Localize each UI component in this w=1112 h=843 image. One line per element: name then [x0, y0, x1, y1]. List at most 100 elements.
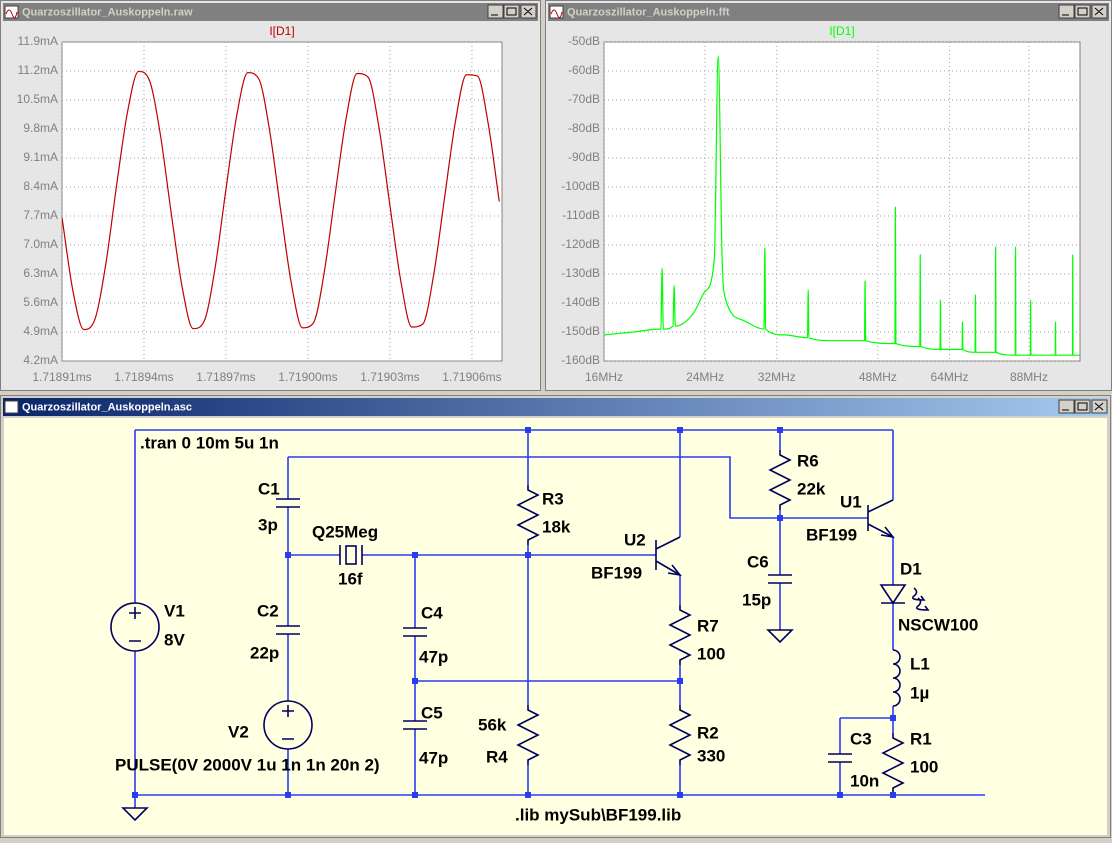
- button-glyphs: [1062, 7, 1104, 16]
- component-name: R4: [486, 747, 508, 766]
- component-value: 16f: [338, 569, 363, 588]
- component-value: 47p: [419, 647, 448, 666]
- window-title: Quarzoszillator_Auskoppeln.fft: [567, 6, 730, 18]
- y-tick-label: -60dB: [568, 63, 600, 77]
- component-value: 56k: [478, 715, 507, 734]
- y-tick-label: 11.9mA: [18, 34, 58, 48]
- component-value: 8V: [164, 630, 185, 649]
- sim-directive: .tran 0 10m 5u 1n: [140, 433, 279, 452]
- icon-trace: [550, 9, 563, 18]
- component-name: U2: [624, 530, 646, 549]
- y-tick-label: 5.6mA: [23, 295, 58, 309]
- x-tick-label: 1.71897ms: [196, 370, 255, 384]
- component-name: U1: [840, 492, 862, 511]
- x-tick-label: 1.71906ms: [442, 370, 501, 384]
- x-tick-label: 64MHz: [931, 370, 969, 384]
- maximize-button[interactable]: [1074, 4, 1091, 19]
- y-tick-label: -110dB: [562, 208, 600, 222]
- component-name: R6: [797, 451, 819, 470]
- schematic-window: Quarzoszillator_Auskoppeln.asc: [0, 395, 1111, 838]
- y-tick-label: -80dB: [568, 121, 600, 135]
- plot-area: [61, 41, 503, 362]
- component-name: V1: [164, 601, 185, 620]
- symbols: [110, 450, 930, 822]
- x-tick-label: 88MHz: [1010, 370, 1048, 384]
- x-tick-label: 48MHz: [859, 370, 897, 384]
- y-tick-label: 6.3mA: [23, 266, 58, 280]
- y-tick-label: 11.2mA: [18, 63, 58, 77]
- component-name: R2: [697, 723, 719, 742]
- y-tick-label: -160dB: [561, 353, 600, 367]
- component-name: R7: [697, 616, 719, 635]
- title-bar[interactable]: [548, 3, 1109, 21]
- x-tick-label: 1.71900ms: [278, 370, 337, 384]
- minimize-button[interactable]: [1058, 4, 1075, 19]
- component-name: Q25Meg: [312, 522, 378, 541]
- plot-area: [603, 41, 1081, 362]
- trace: [604, 55, 1080, 356]
- y-tick-label: -140dB: [561, 295, 600, 309]
- component-value: 47p: [419, 748, 448, 767]
- y-tick-label: 8.4mA: [23, 179, 58, 193]
- y-tick-label: 4.2mA: [23, 353, 58, 367]
- y-tick-label: 7.7mA: [23, 208, 58, 222]
- y-tick-label: 7.0mA: [23, 237, 58, 251]
- component-name: L1: [910, 654, 930, 673]
- component-value: 3p: [258, 515, 278, 534]
- maximize-button[interactable]: [1074, 399, 1091, 414]
- component-value: 10n: [850, 771, 879, 790]
- component-value: 1µ: [910, 683, 929, 702]
- x-tick-label: 1.71903ms: [360, 370, 419, 384]
- y-tick-label: 4.9mA: [23, 324, 58, 338]
- component-value: NSCW100: [898, 615, 978, 634]
- y-tick-label: -50dB: [568, 34, 600, 48]
- trace: [62, 70, 500, 331]
- component-name: C3: [850, 729, 872, 748]
- junctions: [132, 427, 896, 798]
- y-tick-label: 9.1mA: [23, 150, 58, 164]
- y-tick-label: -120dB: [561, 237, 600, 251]
- title-bar[interactable]: [3, 398, 1108, 416]
- window-title: Quarzoszillator_Auskoppeln.raw: [22, 6, 193, 18]
- x-tick-label: 32MHz: [758, 370, 796, 384]
- schematic-canvas[interactable]: [4, 418, 1107, 835]
- x-tick-label: 24MHz: [686, 370, 724, 384]
- trace-label: I[D1]: [829, 24, 854, 38]
- button-glyphs: [491, 7, 533, 16]
- component-value: 18k: [542, 517, 571, 536]
- component-value: 100: [697, 644, 725, 663]
- component-name: C2: [257, 601, 279, 620]
- y-tick-label: -90dB: [568, 150, 600, 164]
- minimize-button[interactable]: [1058, 399, 1075, 414]
- title-bar[interactable]: [3, 3, 538, 21]
- component-value: 100: [910, 757, 938, 776]
- button-glyphs: [1062, 402, 1104, 411]
- component-value: PULSE(0V 2000V 1u 1n 1n 20n 2): [115, 755, 380, 774]
- window-title: Quarzoszillator_Auskoppeln.asc: [22, 401, 192, 413]
- component-name: R1: [910, 729, 932, 748]
- maximize-button[interactable]: [503, 4, 520, 19]
- y-tick-label: 9.8mA: [23, 121, 58, 135]
- lib-directive: .lib mySub\BF199.lib: [515, 805, 681, 824]
- x-tick-label: 16MHz: [585, 370, 623, 384]
- y-tick-label: 10.5mA: [17, 92, 58, 106]
- component-name: C1: [258, 479, 280, 498]
- component-value: BF199: [591, 563, 642, 582]
- component-value: 330: [697, 746, 725, 765]
- y-tick-label: -150dB: [561, 324, 600, 338]
- component-name: R3: [542, 489, 564, 508]
- component-value: BF199: [806, 525, 857, 544]
- component-value: 15p: [742, 590, 771, 609]
- wires: [134, 429, 985, 808]
- icon-trace: [5, 9, 18, 18]
- minimize-button[interactable]: [487, 4, 504, 19]
- x-tick-label: 1.71894ms: [114, 370, 173, 384]
- window-icon: [4, 400, 19, 414]
- component-name: C6: [747, 552, 769, 571]
- schematic-labels: .tran 0 10m 5u 1n .lib mySub\BF199.lib V…: [115, 433, 978, 824]
- component-name: D1: [900, 559, 922, 578]
- y-tick-label: -100dB: [561, 179, 600, 193]
- component-value: 22p: [250, 643, 279, 662]
